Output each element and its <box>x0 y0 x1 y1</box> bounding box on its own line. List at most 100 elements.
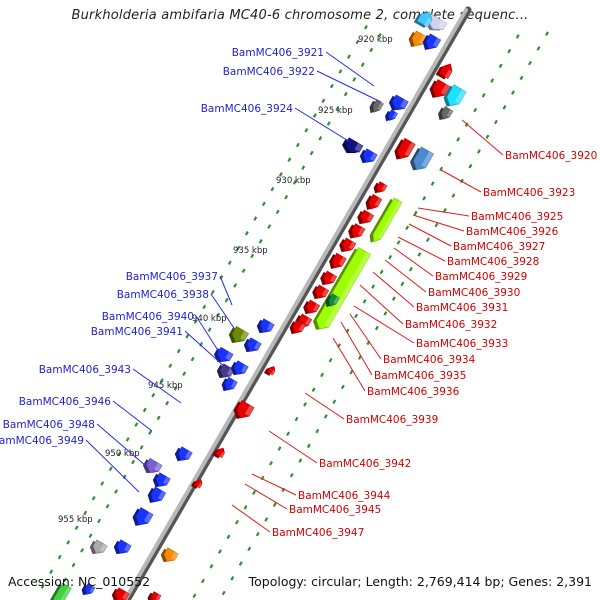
gene-label[interactable]: BamMC406_3940 <box>102 311 194 323</box>
gene-feature[interactable] <box>172 446 193 466</box>
gene-feature[interactable] <box>228 360 249 380</box>
gene-feature[interactable] <box>146 590 162 600</box>
gene-feature[interactable] <box>80 582 96 598</box>
label-leader-line <box>412 214 465 232</box>
gene-label[interactable]: BamMC406_3949 <box>0 435 84 447</box>
gene-label[interactable]: BamMC406_3938 <box>117 289 209 301</box>
scale-dot <box>536 46 541 51</box>
gene-label[interactable]: BamMC406_3945 <box>289 504 381 516</box>
gene-feature[interactable] <box>357 148 378 168</box>
gene-label[interactable]: BamMC406_3941 <box>91 326 183 338</box>
gene-feature[interactable] <box>326 252 347 273</box>
gene-label[interactable]: BamMC406_3939 <box>346 414 438 426</box>
gene-label[interactable]: BamMC406_3935 <box>374 370 466 382</box>
gene-highlight <box>155 594 161 600</box>
gene-feature[interactable] <box>254 318 275 338</box>
gene-feature[interactable] <box>214 363 235 383</box>
scale-dot <box>122 474 127 480</box>
gene-feature[interactable] <box>367 197 403 246</box>
gene-feature[interactable] <box>310 246 371 334</box>
gene-feature[interactable] <box>383 109 398 125</box>
gene-feature[interactable] <box>386 94 409 116</box>
gene-feature[interactable] <box>420 33 442 55</box>
gene-highlight <box>338 256 347 266</box>
gene-label[interactable]: BamMC406_3923 <box>483 187 575 199</box>
gene-feature[interactable] <box>340 137 364 159</box>
gene-label[interactable]: BamMC406_3932 <box>405 319 497 331</box>
gene-label[interactable]: BamMC406_3944 <box>298 490 391 502</box>
gene-label[interactable]: BamMC406_3929 <box>435 271 527 283</box>
gene-feature[interactable] <box>427 78 451 102</box>
gene-label[interactable]: BamMC406_3936 <box>367 386 460 398</box>
gene-feature[interactable] <box>190 477 204 490</box>
gene-feature[interactable] <box>407 146 434 175</box>
gene-feature[interactable] <box>406 30 428 52</box>
gene-label[interactable]: BamMC406_3926 <box>466 226 559 238</box>
gene-label[interactable]: BamMC406_3948 <box>3 419 95 431</box>
scale-dot <box>216 312 221 318</box>
gene-label[interactable]: BamMC406_3933 <box>416 338 508 350</box>
gene-feature[interactable] <box>413 8 435 30</box>
gene-feature[interactable] <box>241 337 262 357</box>
gene-label[interactable]: BamMC406_3930 <box>428 287 520 299</box>
scale-dot <box>156 415 161 421</box>
gene-highlight <box>157 490 166 501</box>
gene-label[interactable]: BamMC406_3943 <box>39 364 131 376</box>
gene-feature[interactable] <box>111 539 132 559</box>
gene-label[interactable]: BamMC406_3921 <box>232 47 324 59</box>
gene-feature[interactable] <box>231 399 255 423</box>
gene-feature[interactable] <box>337 237 357 256</box>
scale-dot <box>275 209 280 215</box>
gene-feature[interactable] <box>363 193 383 214</box>
gene-feature[interactable] <box>355 209 375 228</box>
gene-label[interactable]: BamMC406_3928 <box>447 256 539 268</box>
scale-dot <box>306 443 311 449</box>
gene-feature[interactable] <box>422 13 448 36</box>
gene-label[interactable]: BamMC406_3946 <box>19 396 112 408</box>
gene-feature[interactable] <box>212 346 234 367</box>
gene-label[interactable]: BamMC406_3942 <box>319 458 411 470</box>
gene-label[interactable]: BamMC406_3937 <box>126 271 218 283</box>
gene-feature[interactable] <box>441 84 467 112</box>
gene-feature[interactable] <box>219 376 238 395</box>
gene-label[interactable]: BamMC406_3931 <box>416 302 508 314</box>
gene-feature[interactable] <box>310 284 330 303</box>
gene-feature[interactable] <box>435 60 455 81</box>
gene-label[interactable]: BamMC406_3920 <box>505 150 597 162</box>
gene-feature[interactable] <box>47 582 72 600</box>
gene-label[interactable]: BamMC406_3924 <box>201 103 294 115</box>
gene-feature[interactable] <box>301 299 321 318</box>
gene-feature[interactable] <box>372 180 388 196</box>
gene-feature[interactable] <box>87 539 108 559</box>
gene-feature[interactable] <box>318 270 338 289</box>
gene-feature[interactable] <box>263 364 277 377</box>
scale-dot <box>464 122 469 128</box>
gene-feature[interactable] <box>145 486 167 508</box>
gene-feature[interactable] <box>130 506 154 530</box>
gene-highlight <box>270 369 275 375</box>
scale-dot <box>252 490 256 495</box>
left-gene-labels: BamMC406_3921 BamMC406_3922 BamMC406_3924 B… <box>0 47 324 447</box>
gene-feature[interactable] <box>323 293 340 311</box>
gene-label[interactable]: BamMC406_3925 <box>471 211 563 223</box>
gene-highlight <box>304 317 312 326</box>
gene-feature[interactable] <box>150 472 171 492</box>
gene-label[interactable]: BamMC406_3947 <box>272 527 364 539</box>
gene-highlight <box>240 364 249 374</box>
scale-dot <box>332 399 337 404</box>
gene-feature[interactable] <box>226 325 249 348</box>
gene-feature[interactable] <box>212 445 226 460</box>
scale-dot <box>304 127 309 133</box>
gene-feature[interactable] <box>346 222 366 242</box>
gene-feature[interactable] <box>287 319 306 338</box>
gene-feature[interactable] <box>367 99 384 117</box>
gene-label[interactable]: BamMC406_3934 <box>383 354 476 366</box>
gene-feature[interactable] <box>109 587 130 600</box>
gene-highlight <box>324 252 371 328</box>
gene-feature[interactable] <box>141 457 163 478</box>
gene-feature[interactable] <box>436 105 454 123</box>
gene-feature[interactable] <box>391 137 416 164</box>
gene-label[interactable]: BamMC406_3927 <box>453 241 545 253</box>
gene-label[interactable]: BamMC406_3922 <box>223 66 315 78</box>
gene-feature[interactable] <box>158 547 179 567</box>
